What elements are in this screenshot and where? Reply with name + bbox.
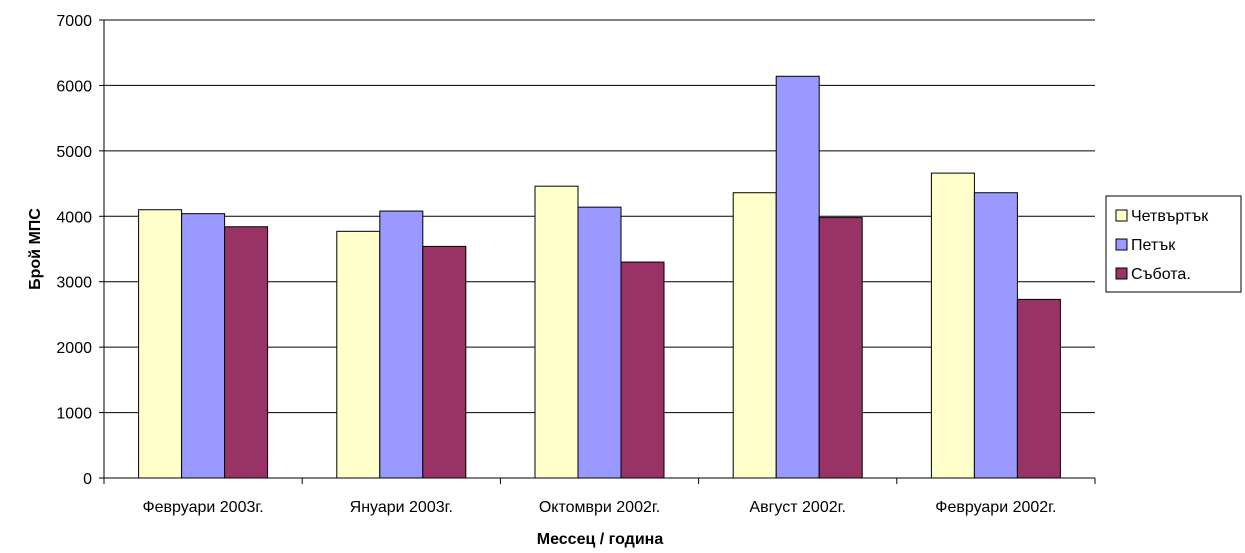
x-axis-title: Мессец / година: [537, 531, 664, 548]
y-tick-label: 7000: [56, 13, 92, 30]
bars: [139, 76, 1061, 478]
bar: [776, 76, 819, 478]
x-tick-label: Февруари 2003г.: [142, 499, 263, 516]
x-tick-label: Януари 2003г.: [350, 499, 453, 516]
bar: [1017, 299, 1060, 478]
y-tick-label: 6000: [56, 78, 92, 95]
x-tick-label: Октомври 2002г.: [539, 499, 660, 516]
legend: Четвъртък Петък Събота.: [1106, 196, 1241, 292]
bar: [819, 218, 862, 478]
bar: [974, 193, 1017, 478]
bar: [931, 173, 974, 478]
y-axis-ticks: 0 1000 2000 3000 4000 5000 6000 7000: [56, 13, 104, 488]
bar: [182, 214, 225, 478]
x-axis-ticks: Февруари 2003г. Януари 2003г. Октомври 200…: [104, 478, 1095, 516]
legend-swatch: [1116, 268, 1127, 279]
legend-label: Събота.: [1131, 266, 1191, 283]
y-tick-label: 2000: [56, 340, 92, 357]
y-tick-label: 5000: [56, 144, 92, 161]
legend-swatch: [1116, 239, 1127, 250]
x-tick-label: Август 2002г.: [749, 499, 846, 516]
bar: [621, 262, 664, 478]
y-tick-label: 4000: [56, 209, 92, 226]
x-tick-label: Февруари 2002г.: [935, 499, 1056, 516]
bar: [380, 211, 423, 478]
legend-swatch: [1116, 210, 1127, 221]
bar: [423, 246, 466, 478]
legend-label: Петък: [1131, 237, 1176, 254]
y-axis-title: Брой МПС: [27, 208, 44, 290]
legend-label: Четвъртък: [1131, 208, 1209, 225]
bar: [337, 231, 380, 478]
bar: [535, 186, 578, 478]
bar: [225, 227, 268, 478]
bar: [578, 207, 621, 478]
bar: [139, 210, 182, 478]
y-tick-label: 0: [83, 471, 92, 488]
y-tick-label: 3000: [56, 275, 92, 292]
bar: [733, 193, 776, 478]
y-tick-label: 1000: [56, 406, 92, 423]
